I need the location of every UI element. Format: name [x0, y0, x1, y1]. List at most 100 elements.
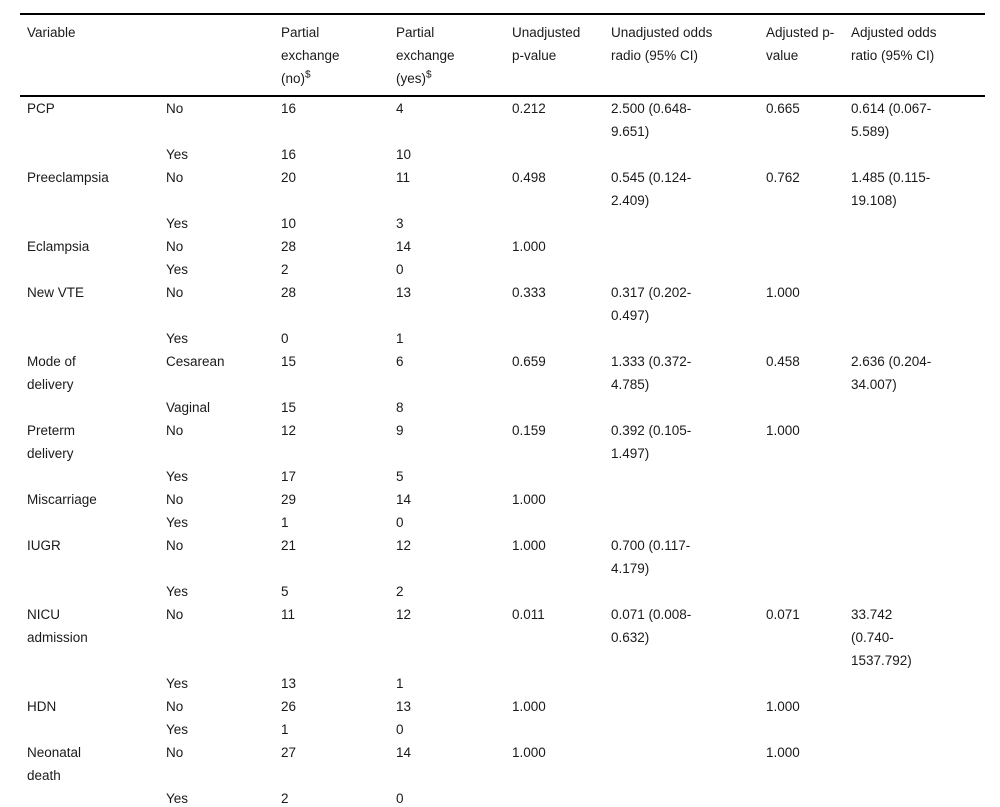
footnote-marker: $	[426, 69, 432, 81]
cell-unadjusted-odds-ratio	[611, 695, 766, 718]
table-row: Yes 16 10	[20, 143, 985, 166]
cell-partial-exchange-yes: 1	[396, 331, 404, 346]
cell-adjusted-odds-ratio	[851, 787, 985, 807]
cell-unadjusted-odds-ratio	[611, 212, 766, 235]
cell-category: No	[166, 101, 184, 116]
cell-adjusted-odds-ratio	[851, 718, 985, 741]
table-row: Eclampsia No 28 14 1.000	[20, 235, 985, 258]
cell-category: Yes	[166, 331, 189, 346]
footnote-marker: $	[305, 69, 311, 81]
cell-category: Yes	[166, 791, 189, 806]
table-row: New VTE No 28 13 0.333 0.317 (0.202-0.49…	[20, 281, 985, 327]
col-header-partial-exchange-no: Partial exchange (no)$	[281, 14, 396, 96]
cell-variable: Miscarriage	[27, 492, 97, 507]
cell-adjusted-odds-ratio	[851, 212, 985, 235]
table-header-row: Variable Partial exchange (no)$ Partial …	[20, 14, 985, 96]
cell-partial-exchange-yes: 1	[396, 676, 404, 691]
cell-variable: NICU admission	[27, 607, 88, 645]
cell-partial-exchange-no: 20	[281, 170, 297, 185]
cell-unadjusted-p-value: 0.333	[512, 285, 546, 300]
table-body: PCP No 16 4 0.212 2.500 (0.648-9.651) 0.…	[20, 96, 985, 807]
cell-category: No	[166, 239, 184, 254]
cell-adjusted-odds-ratio	[851, 419, 985, 465]
cell-category: Yes	[166, 584, 189, 599]
table-row: Yes 5 2	[20, 580, 985, 603]
cell-partial-exchange-no: 11	[281, 607, 296, 622]
cell-variable: Mode of delivery	[27, 354, 76, 392]
cell-adjusted-p-value: 1.000	[766, 699, 800, 714]
cell-variable	[20, 672, 166, 695]
cell-variable: Neonatal death	[27, 745, 82, 783]
cell-adjusted-odds-ratio	[851, 580, 985, 603]
cell-variable: PCP	[27, 101, 55, 116]
col-header-label: Partial exchange (yes)	[396, 25, 455, 86]
cell-adjusted-odds-ratio	[851, 695, 985, 718]
cell-unadjusted-p-value: 1.000	[512, 745, 546, 760]
table-row: Neonatal death No 27 14 1.000 1.000	[20, 741, 985, 787]
cell-unadjusted-odds-ratio	[611, 258, 766, 281]
cell-unadjusted-p-value	[512, 258, 611, 281]
cell-unadjusted-p-value: 0.212	[512, 101, 546, 116]
cell-partial-exchange-no: 12	[281, 423, 297, 438]
col-header-label: Unadjusted odds radio (95% CI)	[611, 25, 713, 63]
cell-adjusted-odds-ratio: 33.742 (0.740-1537.792)	[851, 607, 912, 668]
cell-adjusted-p-value	[766, 787, 851, 807]
cell-unadjusted-p-value: 0.498	[512, 170, 546, 185]
cell-unadjusted-p-value: 1.000	[512, 538, 546, 553]
cell-adjusted-p-value: 0.458	[766, 354, 800, 369]
cell-variable: HDN	[27, 699, 57, 714]
cell-partial-exchange-yes: 0	[396, 515, 404, 530]
cell-partial-exchange-no: 28	[281, 285, 297, 300]
cell-variable: IUGR	[27, 538, 61, 553]
cell-partial-exchange-no: 2	[281, 262, 289, 277]
cell-adjusted-odds-ratio	[851, 488, 985, 511]
cell-partial-exchange-yes: 14	[396, 492, 412, 507]
cell-adjusted-p-value	[766, 212, 851, 235]
cell-unadjusted-p-value	[512, 212, 611, 235]
col-header-variable: Variable	[20, 14, 166, 96]
cell-unadjusted-odds-ratio	[611, 488, 766, 511]
table-row: Vaginal 15 8	[20, 396, 985, 419]
cell-adjusted-odds-ratio	[851, 327, 985, 350]
cell-adjusted-odds-ratio	[851, 534, 985, 580]
cell-unadjusted-odds-ratio	[611, 718, 766, 741]
cell-category: Cesarean	[166, 354, 225, 369]
cell-adjusted-p-value	[766, 534, 851, 580]
col-header-adjusted-odds-ratio: Adjusted odds ratio (95% CI)	[851, 14, 985, 96]
cell-adjusted-p-value	[766, 396, 851, 419]
cell-variable: New VTE	[27, 285, 85, 300]
cell-adjusted-p-value: 0.071	[766, 607, 800, 622]
cell-unadjusted-p-value	[512, 327, 611, 350]
cell-partial-exchange-no: 15	[281, 354, 297, 369]
cell-adjusted-p-value	[766, 672, 851, 695]
cell-adjusted-odds-ratio	[851, 741, 985, 787]
cell-category: No	[166, 699, 184, 714]
cell-variable	[20, 580, 166, 603]
cell-partial-exchange-yes: 3	[396, 216, 404, 231]
cell-partial-exchange-yes: 11	[396, 170, 411, 185]
cell-partial-exchange-no: 16	[281, 147, 297, 162]
table-row: NICU admission No 11 12 0.011 0.071 (0.0…	[20, 603, 985, 672]
cell-adjusted-p-value	[766, 718, 851, 741]
cell-unadjusted-p-value: 0.011	[512, 607, 545, 622]
cell-partial-exchange-no: 1	[281, 515, 289, 530]
cell-unadjusted-odds-ratio	[611, 741, 766, 787]
cell-partial-exchange-yes: 4	[396, 101, 404, 116]
cell-adjusted-p-value	[766, 327, 851, 350]
table-row: HDN No 26 13 1.000 1.000	[20, 695, 985, 718]
col-header-partial-exchange-yes: Partial exchange (yes)$	[396, 14, 512, 96]
cell-unadjusted-odds-ratio	[611, 511, 766, 534]
cell-category: Yes	[166, 676, 189, 691]
cell-category: Yes	[166, 262, 189, 277]
col-header-label: Partial exchange (no)	[281, 25, 340, 86]
cell-adjusted-p-value	[766, 488, 851, 511]
cell-partial-exchange-no: 27	[281, 745, 297, 760]
cell-category: No	[166, 170, 184, 185]
cell-unadjusted-odds-ratio: 0.545 (0.124-2.409)	[611, 170, 692, 208]
cell-adjusted-odds-ratio	[851, 281, 985, 327]
cell-unadjusted-odds-ratio: 0.700 (0.117-4.179)	[611, 538, 691, 576]
cell-unadjusted-odds-ratio	[611, 580, 766, 603]
cell-adjusted-odds-ratio: 1.485 (0.115-19.108)	[851, 170, 931, 208]
cell-partial-exchange-yes: 5	[396, 469, 404, 484]
cell-partial-exchange-yes: 2	[396, 584, 404, 599]
